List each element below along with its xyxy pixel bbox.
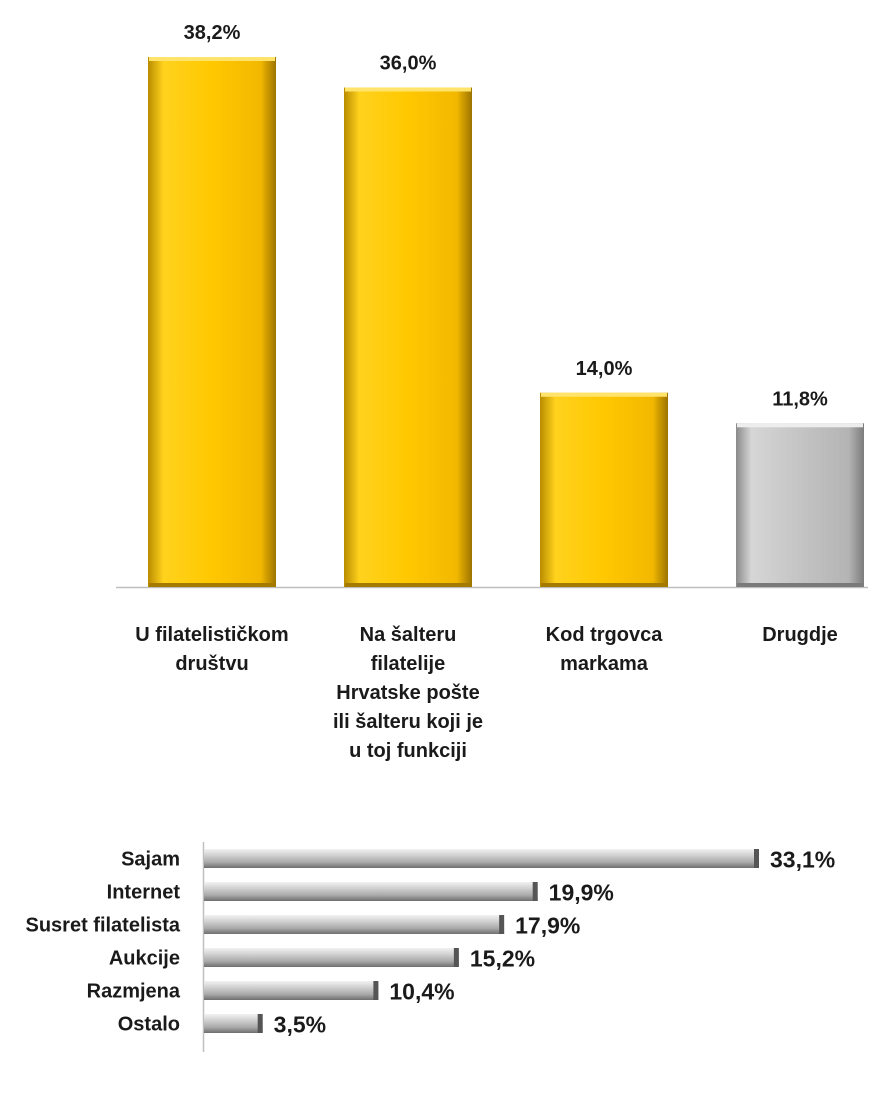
horizontal-bar-end-cap [373, 981, 379, 1000]
horizontal-bar [204, 849, 759, 868]
column-category-label-line: ili šalteru koji je [333, 711, 483, 733]
bar-value-label: 3,5% [274, 1012, 326, 1038]
column-value-label: 11,8% [772, 388, 828, 410]
horizontal-bar-body [204, 849, 759, 868]
horizontal-bar-end-cap [532, 882, 538, 901]
column-bar-bottom-shade [737, 583, 863, 587]
horizontal-bar [204, 882, 538, 901]
bar-category-label: Ostalo [118, 1014, 180, 1036]
vertical-bar-chart: 38,2% U filatelističkom društvu 36,0% Na šal… [116, 22, 868, 762]
column-bar-bottom-shade [345, 583, 471, 587]
column-bar-bottom-shade [541, 583, 667, 587]
bar-category-label: Razmjena [87, 981, 181, 1003]
bar-value-label: 33,1% [770, 847, 835, 873]
column-bar [344, 87, 472, 587]
column-bar-top-highlight [345, 87, 471, 92]
column-category-label-line: filatelije [371, 653, 445, 675]
horizontal-bar [204, 948, 459, 967]
horizontal-bar-body [204, 948, 459, 967]
bar-category-label: Susret filatelista [25, 915, 180, 937]
column-category-label: U filatelističkom društvu [135, 624, 288, 675]
column-value-label: 36,0% [380, 53, 437, 75]
horizontal-bar-chart: Sajam 33,1% Internet 19,9% Susret filatelist… [25, 842, 835, 1052]
horizontal-bar-body [204, 981, 379, 1000]
column-category-label: Na šalteru filatelije Hrvatske pošte ili ša… [333, 624, 483, 762]
horizontal-bar-end-cap [499, 915, 505, 934]
bar-category-label: Internet [107, 882, 181, 904]
horizontal-bar-body [204, 1014, 263, 1033]
horizontal-bar-body [204, 915, 505, 934]
bar-category-label: Aukcije [109, 948, 180, 970]
column-bar-top-highlight [737, 423, 863, 428]
column-category-label-line: markama [560, 653, 649, 675]
column-bar [736, 423, 864, 587]
column-category-label-line: Hrvatske pošte [336, 682, 479, 704]
column-category-label-line: Na šalteru [360, 624, 457, 646]
horizontal-bar [204, 981, 379, 1000]
bar-value-label: 15,2% [470, 946, 535, 972]
horizontal-bar-body [204, 882, 538, 901]
column-value-label: 14,0% [576, 358, 633, 380]
column-bar-top-highlight [149, 57, 275, 61]
column-bar [148, 57, 276, 587]
column-bar-body [736, 423, 864, 587]
column-bar-body [148, 57, 276, 587]
horizontal-bar-end-cap [453, 948, 459, 967]
column-category-label-line: Drugdje [762, 624, 838, 646]
column-category-label-line: Kod trgovca [546, 624, 664, 646]
column-bar-top-highlight [541, 392, 667, 397]
column-value-label: 38,2% [184, 22, 241, 44]
column-bar [540, 392, 668, 587]
column-category-label: Kod trgovca markama [546, 624, 664, 675]
column-bar-bottom-shade [149, 583, 275, 587]
horizontal-bar-end-cap [257, 1014, 263, 1033]
bar-category-label: Sajam [121, 849, 180, 871]
horizontal-bar [204, 915, 505, 934]
column-category-label-line: društvu [175, 653, 248, 675]
bar-value-label: 17,9% [515, 913, 580, 939]
horizontal-bar-end-cap [754, 849, 759, 868]
column-category-label-line: U filatelističkom [135, 624, 288, 646]
column-bar-body [540, 392, 668, 587]
column-category-label: Drugdje [762, 624, 838, 646]
bar-value-label: 10,4% [389, 979, 454, 1005]
column-category-label-line: u toj funkciji [349, 740, 467, 762]
horizontal-bar [204, 1014, 263, 1033]
column-bar-body [344, 87, 472, 587]
bar-value-label: 19,9% [549, 880, 614, 906]
